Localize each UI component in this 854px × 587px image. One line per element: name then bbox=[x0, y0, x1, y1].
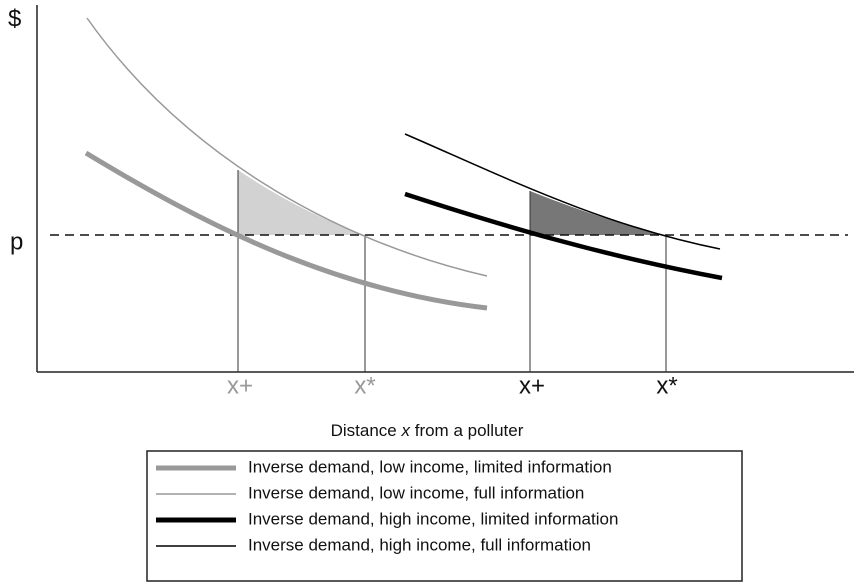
x-axis-title: Distance x from a polluter bbox=[331, 421, 524, 440]
title-part: Distance bbox=[331, 421, 397, 440]
curve-low-full bbox=[86, 17, 488, 277]
tick-label: x+ bbox=[227, 372, 253, 399]
title-part: from a polluter bbox=[415, 421, 524, 440]
y-label: $ bbox=[8, 5, 21, 32]
price-label: p bbox=[10, 228, 23, 255]
curve-high-full bbox=[404, 133, 721, 250]
legend-label: Inverse demand, high income, full inform… bbox=[248, 535, 591, 554]
legend-label: Inverse demand, low income, full informa… bbox=[248, 483, 584, 502]
legend-label: Inverse demand, high income, limited inf… bbox=[248, 509, 618, 528]
tick-label: x* bbox=[656, 372, 677, 399]
legend-label: Inverse demand, low income, limited info… bbox=[248, 457, 612, 476]
title-variable: x bbox=[400, 421, 410, 440]
legend bbox=[146, 450, 743, 582]
shaded-area-low bbox=[238, 170, 365, 235]
shaded-area-high bbox=[530, 191, 665, 235]
tick-label: x* bbox=[354, 372, 375, 399]
curve-low-limited bbox=[84, 150, 488, 311]
tick-label: x+ bbox=[519, 372, 545, 399]
curve-high-limited bbox=[404, 191, 723, 281]
